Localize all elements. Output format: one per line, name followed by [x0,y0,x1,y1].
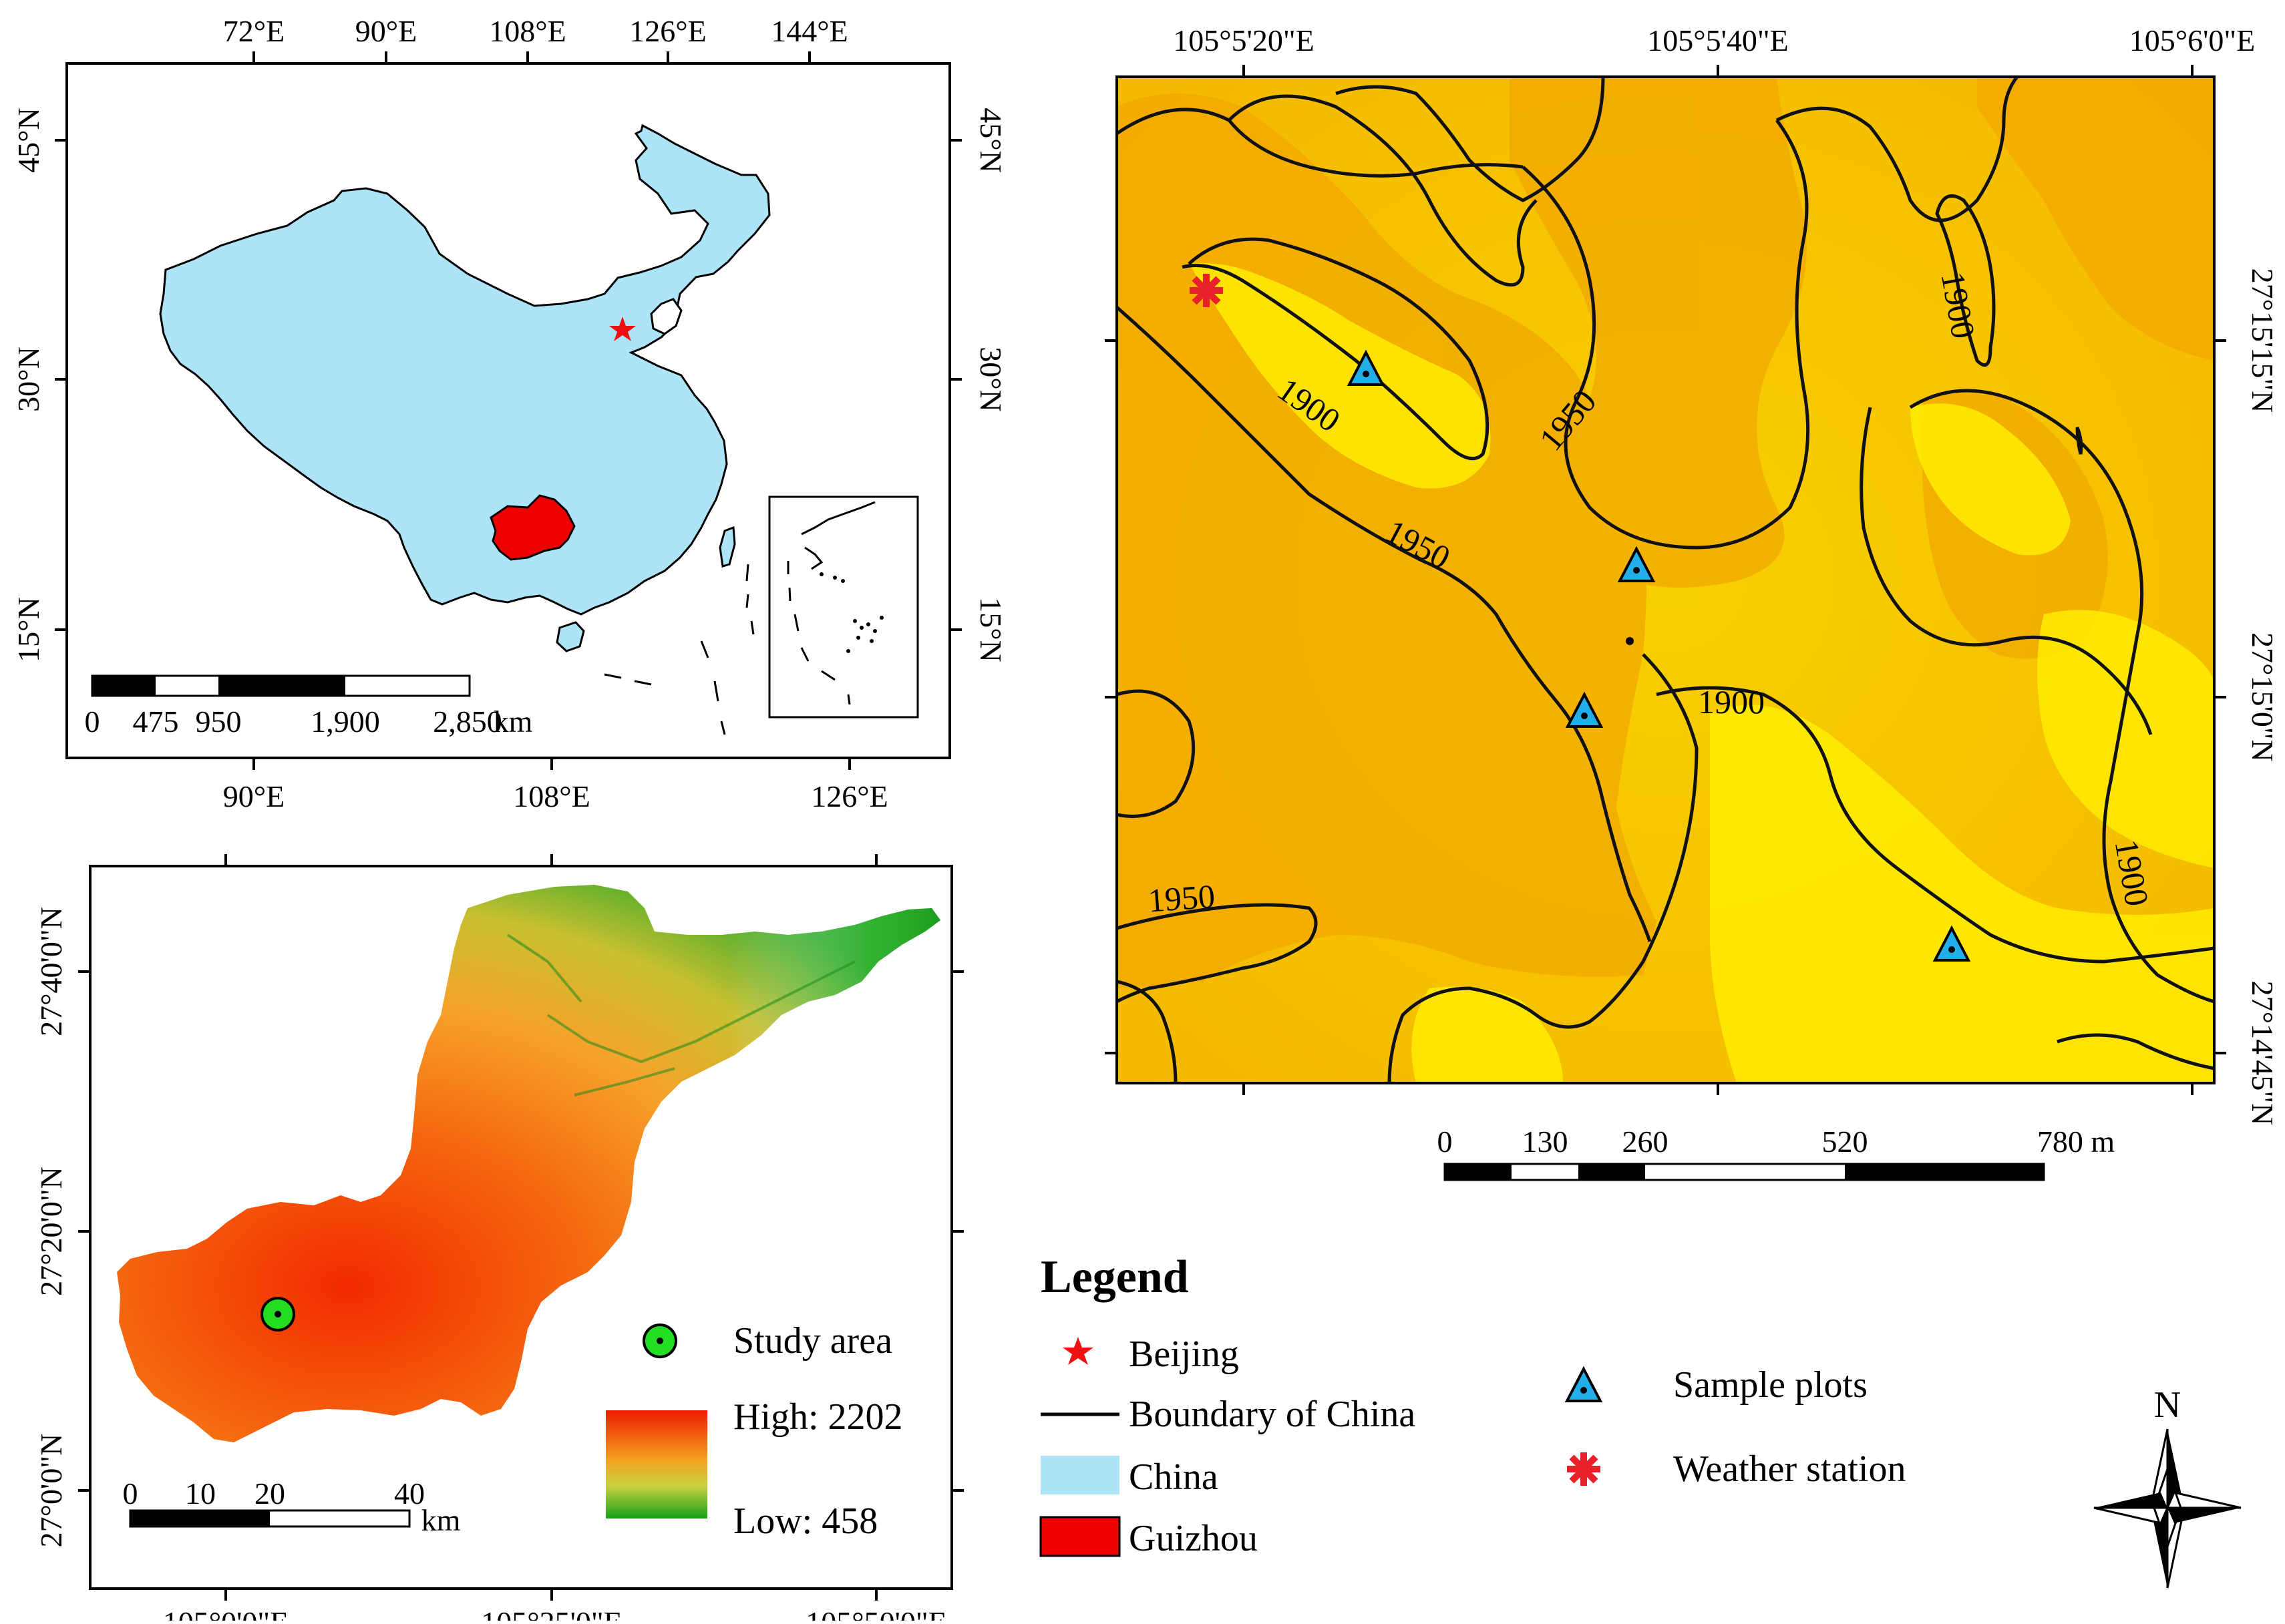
weather-station-legend-icon [1567,1452,1600,1486]
dem-color-ramp [606,1410,707,1518]
guizhou-bottom-label: 105°25'0"E [481,1605,623,1621]
study-right-label: 27°14'45"N [2246,981,2280,1126]
inset-islands [820,572,884,653]
guizhou-scale-label: km [421,1503,461,1537]
legend-guizhou-label: Guizhou [1129,1518,1258,1559]
china-left-label: 45°N [11,108,45,173]
china-right-label: 30°N [974,347,1008,412]
study-scale-label: 520 [1822,1125,1868,1159]
legend-china-label: China [1129,1456,1218,1498]
china-top-label: 108°E [489,14,566,48]
study-area-marker [260,1297,295,1332]
china-scale-label: 2,850 [433,704,502,739]
legend-boundary-label: Boundary of China [1129,1394,1415,1435]
china-top-label: 90°E [355,14,417,48]
dem-low-label: Low: 458 [733,1500,878,1542]
guizhou-scale-label: 20 [254,1476,285,1510]
beijing-star-icon [609,317,636,341]
contour-point [1626,637,1634,645]
study-right-label: 27°15'15"N [2246,268,2280,413]
china-shape [159,124,771,616]
study-top-label: 105°5'40"E [1647,23,1789,57]
study-scale-label: 260 [1622,1125,1668,1159]
china-top-label: 144°E [771,14,848,48]
study-area-legend-label: Study area [733,1320,892,1362]
hainan-island [556,621,585,652]
legend-sample-plots-label: Sample plots [1673,1364,1868,1406]
guizhou-legend-swatch [1039,1516,1121,1557]
contour-label: 1900 [1698,683,1765,721]
legend-weather-station-label: Weather station [1673,1448,1906,1490]
south-china-sea-inset [768,495,919,719]
china-bottom-label: 108°E [513,779,590,813]
guizhou-province [490,494,576,561]
china-bottom-label: 90°E [223,779,285,813]
study-scale-bar [1443,1163,2045,1181]
study-top-label: 105°6'0"E [2129,23,2256,57]
low-elevation-zones [1189,263,2214,1083]
study-contour-panel: 105°5'20"E 105°5'40"E 105°6'0"E 27°15'15… [1105,23,2280,1181]
contour-lines [1117,77,2214,1083]
guizhou-bottom-label: 105°0'0"E [163,1605,289,1621]
sample-plots-legend-icon [1564,1366,1603,1402]
guizhou-dem-valley-lines [506,934,856,1096]
north-arrow-icon: N [2093,1384,2242,1589]
study-right-label: 27°15'0"N [2246,632,2280,762]
sample-plot-marker [1347,349,1385,386]
china-scale-label: km [494,704,533,739]
study-scale-label: 0 [1437,1125,1453,1159]
inset-coastline [787,501,876,705]
china-bottom-label: 126°E [811,779,888,813]
china-top-label: 72°E [223,14,285,48]
guizhou-scale-bar [129,1509,411,1528]
guizhou-left-label: 27°0'0"N [34,1434,68,1548]
china-scale-label: 950 [196,704,242,739]
map-legend: Legend Beijing Boundary of China China G… [1039,1251,1906,1559]
sample-plot-marker [1932,925,1971,962]
china-map-panel: 72°E 90°E 108°E 126°E 144°E 90°E 108°E 1… [11,14,1008,813]
china-right-label: 15°N [974,597,1008,662]
china-left-label: 15°N [11,597,45,662]
study-scale-label: 130 [1522,1125,1568,1159]
china-legend-swatch [1041,1456,1119,1494]
study-scale-label: 780 m [2037,1125,2115,1159]
guizhou-dem-panel: 105°0'0"E 105°25'0"E 105°50'0"E 27°40'0"… [34,854,964,1624]
legend-title: Legend [1041,1251,1189,1303]
taiwan-island [719,526,736,568]
study-map-frame [1115,75,2216,1084]
sample-plot-marker [1565,691,1604,728]
north-label: N [2154,1384,2181,1426]
china-scale-label: 0 [85,704,100,739]
guizhou-scale-label: 10 [185,1476,216,1510]
guizhou-left-label: 27°20'0"N [34,1167,68,1296]
bohai-bay-outline [650,298,683,335]
china-right-label: 45°N [974,108,1008,173]
guizhou-bottom-label: 105°50'0"E [806,1605,947,1621]
sample-plot-marker [1617,546,1656,582]
weather-station-icon [1190,274,1223,307]
contour-label: 1950 [1147,877,1216,920]
china-left-label: 30°N [11,347,45,412]
guizhou-left-label: 27°40'0"N [34,907,68,1036]
legend-beijing-label: Beijing [1129,1334,1239,1375]
study-area-legend-icon [643,1324,677,1358]
china-scale-label: 1,900 [311,704,380,739]
dem-high-label: High: 2202 [733,1396,903,1438]
study-top-label: 105°5'20"E [1173,23,1314,57]
china-top-label: 126°E [629,14,707,48]
beijing-legend-icon [1063,1337,1093,1365]
china-scale-bar [91,674,471,697]
guizhou-scale-label: 40 [394,1476,425,1510]
china-scale-label: 475 [133,704,179,739]
guizhou-scale-label: 0 [123,1476,138,1510]
